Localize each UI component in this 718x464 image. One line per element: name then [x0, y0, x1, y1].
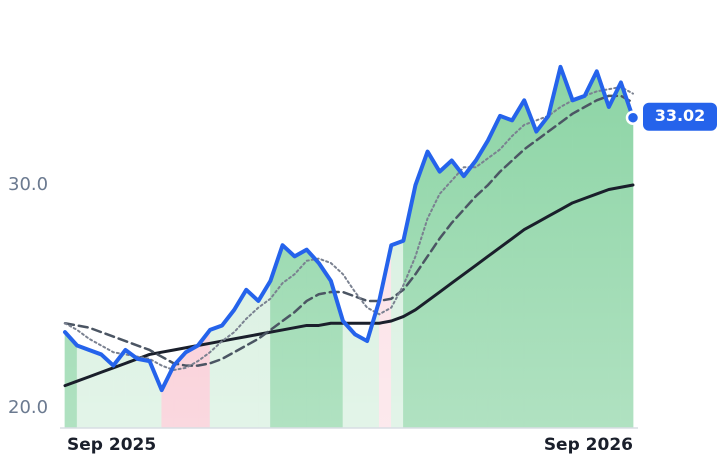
- series-line: [63, 183, 635, 388]
- last-point: [625, 110, 641, 125]
- x-tick-label: Sep 2026: [544, 435, 633, 455]
- x-tick-label: Sep 2025: [67, 435, 156, 455]
- series-line: [63, 64, 635, 393]
- series-line: [64, 85, 634, 372]
- y-tick-label: 30.0: [8, 174, 48, 195]
- series-line: [63, 94, 635, 367]
- value-label: 33.02: [655, 106, 706, 125]
- y-tick-label: 20.0: [8, 397, 48, 418]
- value-pill: [643, 102, 717, 131]
